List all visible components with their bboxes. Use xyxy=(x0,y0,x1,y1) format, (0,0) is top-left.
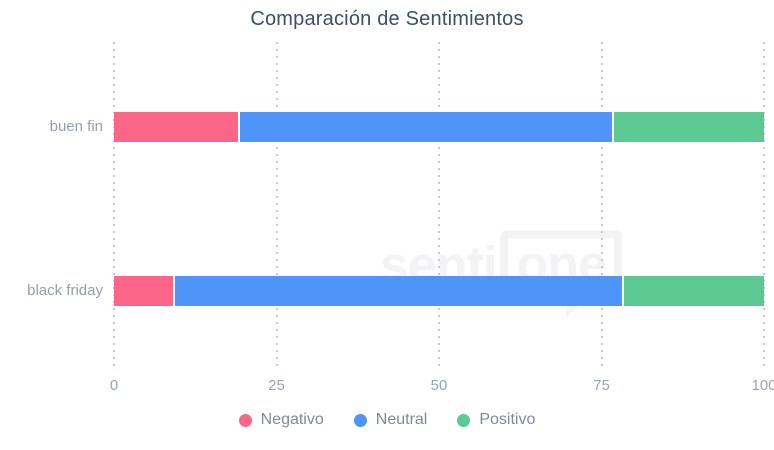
x-tick-label-75: 75 xyxy=(593,377,610,394)
x-tick-label-50: 50 xyxy=(430,377,448,394)
gridline-50 xyxy=(438,42,440,370)
legend-item-negativo[interactable]: Negativo xyxy=(238,411,324,429)
legend-marker-icon xyxy=(457,413,471,427)
bar-segment-positivo-black-friday[interactable] xyxy=(624,276,764,306)
bar-row-buen-fin xyxy=(114,112,764,142)
chart-title: Comparación de Sentimientos xyxy=(250,8,524,30)
gridline-100 xyxy=(763,42,765,370)
x-tick-label-0: 0 xyxy=(109,377,119,394)
gridline-0 xyxy=(113,42,115,370)
bar-segment-positivo-buen-fin[interactable] xyxy=(614,112,764,142)
bar-segment-neutral-buen-fin[interactable] xyxy=(240,112,615,142)
plot-area: senti one xyxy=(113,42,765,370)
legend-label: Neutral xyxy=(375,411,428,428)
bar-segment-negativo-black-friday[interactable] xyxy=(114,276,176,306)
legend: Negativo Neutral Positivo xyxy=(0,411,774,429)
legend-label: Positivo xyxy=(479,411,536,428)
bar-row-black-friday xyxy=(114,276,764,306)
legend-item-positivo[interactable]: Positivo xyxy=(457,411,535,429)
bar-segment-negativo-buen-fin[interactable] xyxy=(114,112,241,142)
legend-marker-icon xyxy=(353,413,367,427)
bar-segment-neutral-black-friday[interactable] xyxy=(175,276,625,306)
gridline-75 xyxy=(600,42,603,370)
x-tick-label-25: 25 xyxy=(268,377,285,394)
gridline-25 xyxy=(275,42,278,370)
legend-item-neutral[interactable]: Neutral xyxy=(353,411,428,429)
category-label-buen-fin: buen fin xyxy=(49,118,103,135)
legend-label: Negativo xyxy=(260,411,324,428)
x-tick-label-100: 100 xyxy=(751,377,774,394)
category-label-black-friday: black friday xyxy=(27,282,103,299)
legend-marker-icon xyxy=(238,413,252,427)
